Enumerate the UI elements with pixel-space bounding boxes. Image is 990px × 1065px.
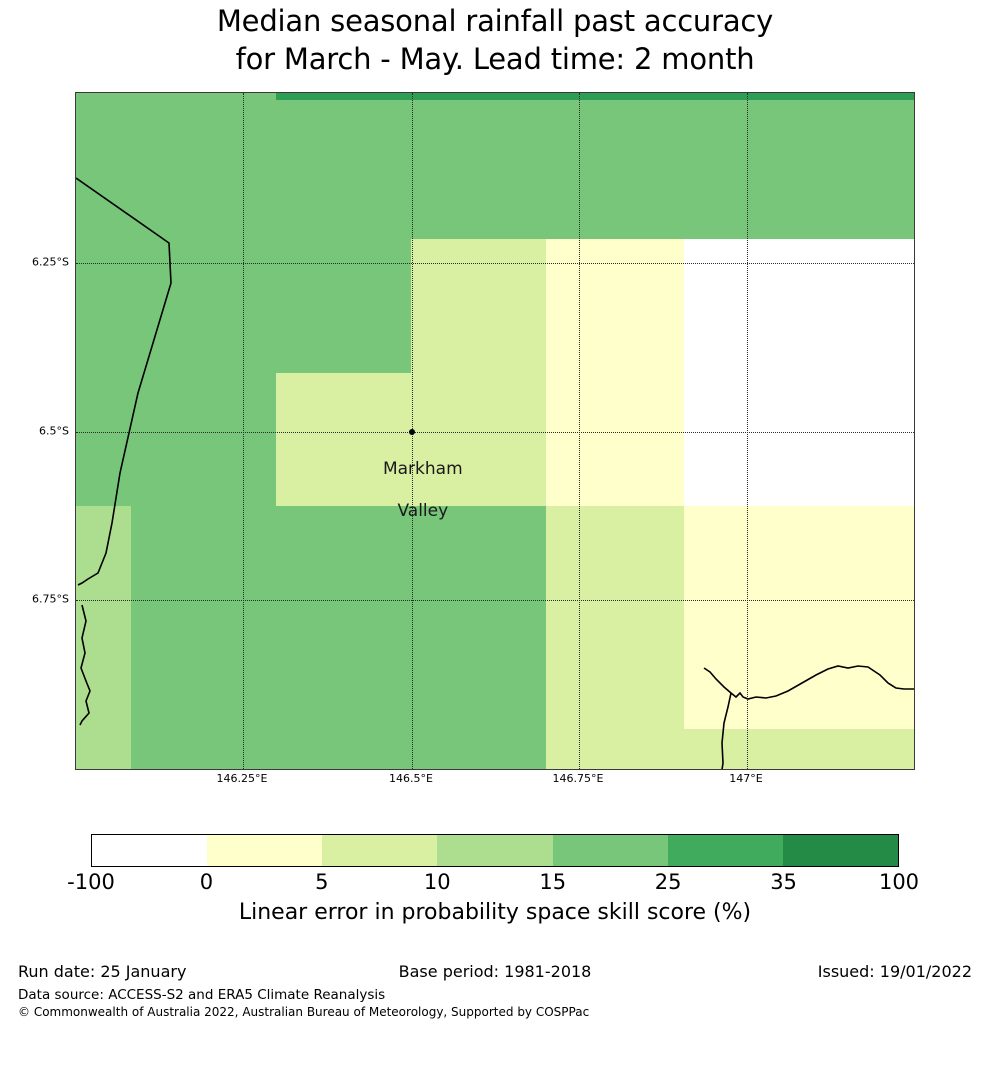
colorbar-tick-label: 5 bbox=[315, 870, 329, 894]
y-axis-tick-label: 6.75°S bbox=[32, 592, 69, 606]
x-axis-tick-label: 146.75°E bbox=[552, 772, 604, 785]
data-source-text: Data source: ACCESS-S2 and ERA5 Climate … bbox=[18, 987, 386, 1003]
grid-cell bbox=[546, 373, 684, 506]
footer-meta-row: Run date: 25 January Base period: 1981-2… bbox=[18, 962, 972, 984]
run-date-text: Run date: 25 January bbox=[18, 962, 187, 981]
grid-cell bbox=[276, 93, 914, 100]
x-axis-tick-label: 146.5°E bbox=[389, 772, 433, 785]
colorbar-segment bbox=[322, 835, 438, 866]
city-label-line-2: Valley bbox=[397, 501, 449, 521]
grid-cell bbox=[684, 239, 914, 373]
colorbar-tick-label: 35 bbox=[770, 870, 797, 894]
grid-cell bbox=[411, 239, 546, 373]
colorbar-tick-labels: -100 0 5 10 15 25 35 100 bbox=[67, 870, 919, 894]
grid-cell bbox=[579, 93, 914, 239]
colorbar-tick-label: 25 bbox=[654, 870, 682, 894]
page-title: Median seasonal rainfall past accuracy f… bbox=[0, 0, 990, 78]
longitude-axis: 146.25°E 146.5°E 146.75°E 147°E bbox=[75, 772, 913, 792]
colorbar-tick-label: 0 bbox=[199, 870, 214, 894]
grid-cell bbox=[76, 641, 131, 729]
coastline-path-northwest bbox=[76, 177, 172, 586]
grid-cell bbox=[684, 506, 914, 641]
grid-cell bbox=[131, 641, 546, 729]
issued-date-text: Issued: 19/01/2022 bbox=[817, 962, 972, 981]
grid-cell bbox=[76, 373, 276, 506]
colorbar-segment bbox=[782, 835, 898, 866]
markham-valley-marker bbox=[409, 429, 415, 435]
city-label-line-1: Markham bbox=[382, 459, 463, 479]
grid-cell bbox=[684, 373, 914, 506]
colorbar-tick-label: 10 bbox=[423, 870, 451, 894]
map-plot-area[interactable]: Markham Valley bbox=[75, 92, 915, 770]
y-axis-tick-label: 6.5°S bbox=[39, 424, 69, 438]
x-axis-tick-label: 147°E bbox=[729, 772, 763, 785]
coastline-path-southwest bbox=[79, 604, 91, 726]
grid-cell bbox=[546, 506, 684, 641]
colorbar-segment bbox=[437, 835, 553, 866]
grid-cell bbox=[546, 239, 684, 373]
coastline-path-peninsula bbox=[721, 692, 732, 769]
copyright-text: © Commonwealth of Australia 2022, Austra… bbox=[18, 1005, 590, 1019]
colorbar-segment bbox=[92, 835, 208, 866]
grid-cell bbox=[276, 93, 411, 239]
colorbar-segment bbox=[207, 835, 323, 866]
colorbar-segment bbox=[667, 835, 783, 866]
coastline-overlay bbox=[76, 177, 914, 769]
grid-cell bbox=[76, 729, 131, 769]
grid-cell bbox=[411, 93, 579, 239]
page-title-line-2: for March - May. Lead time: 2 month bbox=[235, 42, 755, 76]
colorbar-title: Linear error in probability space skill … bbox=[238, 900, 752, 925]
x-axis-tick-label: 146.25°E bbox=[216, 772, 268, 785]
page-title-line-1: Median seasonal rainfall past accuracy bbox=[216, 4, 774, 38]
y-axis-tick-label: 6.25°S bbox=[32, 255, 69, 269]
colorbar-tick-label: 15 bbox=[539, 870, 567, 894]
markham-valley-label: Markham Valley bbox=[361, 438, 463, 543]
grid-cell bbox=[411, 373, 546, 506]
colorbar bbox=[91, 834, 899, 867]
colorbar-segment bbox=[552, 835, 668, 866]
coastline-path-east bbox=[703, 665, 914, 700]
colorbar-tick-label: -100 bbox=[67, 870, 115, 894]
grid-cell bbox=[76, 93, 276, 239]
colorbar-tick-label: 100 bbox=[878, 870, 920, 894]
grid-cell bbox=[546, 641, 684, 729]
grid-cell bbox=[131, 729, 546, 769]
grid-cell bbox=[131, 506, 546, 641]
latitude-axis: 6.25°S 6.5°S 6.75°S bbox=[0, 92, 69, 768]
grid-cell bbox=[276, 373, 411, 506]
base-period-text: Base period: 1981-2018 bbox=[398, 962, 592, 981]
grid-cell bbox=[546, 729, 914, 769]
